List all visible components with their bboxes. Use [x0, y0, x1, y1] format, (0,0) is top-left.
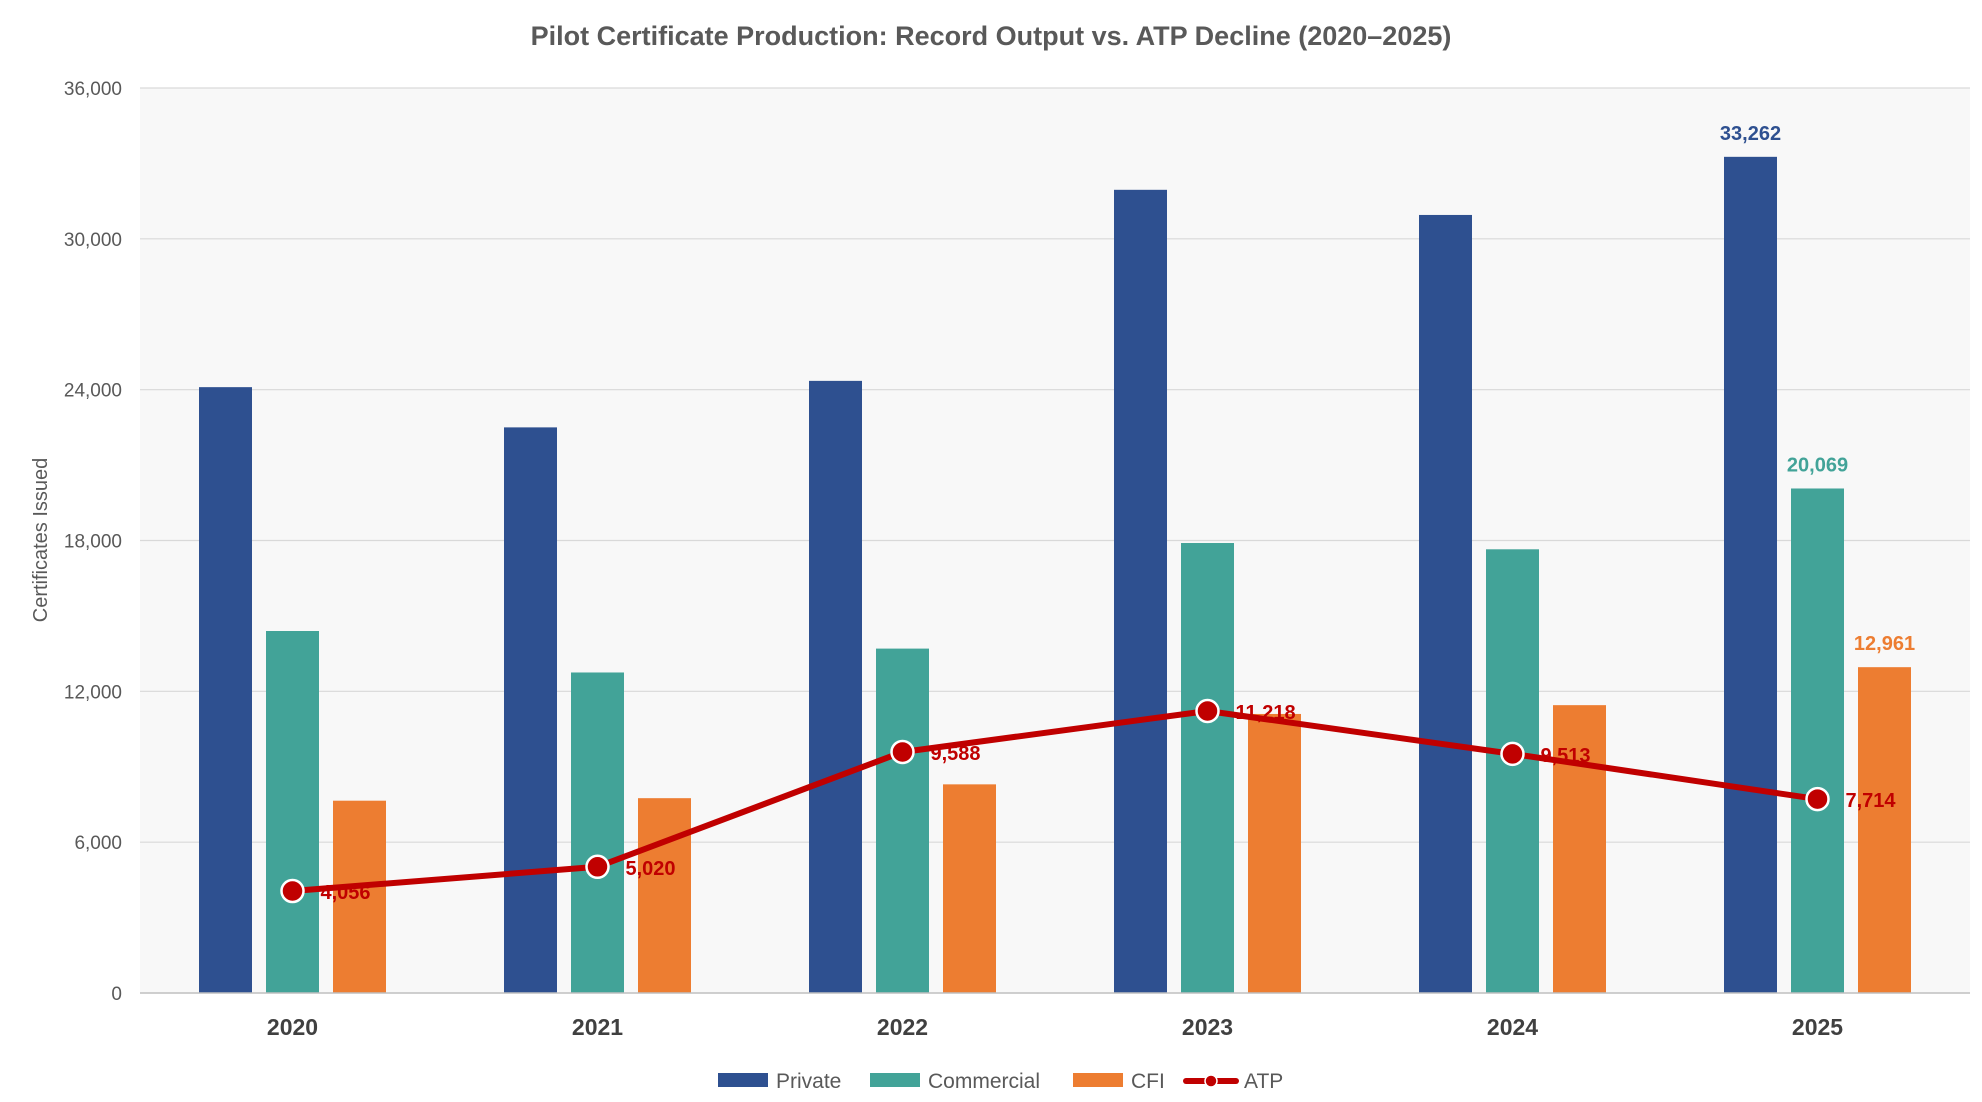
- legend-swatch-private: [718, 1073, 768, 1087]
- bar-cfi-2024: [1553, 705, 1606, 993]
- bar-private-2024: [1419, 214, 1472, 993]
- bar-commercial-2020: [266, 631, 319, 993]
- atp-data-label: 7,714: [1846, 790, 1897, 812]
- chart-title: Pilot Certificate Production: Record Out…: [531, 21, 1452, 51]
- y-tick-label: 24,000: [64, 381, 122, 402]
- bar-cfi-2023: [1248, 713, 1301, 993]
- legend: Private Commercial CFI ATP: [718, 1070, 1283, 1093]
- y-tick-label: 0: [111, 984, 122, 1005]
- legend-label: CFI: [1131, 1070, 1165, 1093]
- x-tick-label: 2025: [1792, 1014, 1843, 1040]
- atp-line-layer: [280, 698, 1830, 904]
- atp-point-2025: [1805, 786, 1830, 812]
- x-tick-label: 2020: [267, 1014, 318, 1040]
- legend-label: Private: [776, 1070, 841, 1093]
- bar-commercial-2024: [1486, 549, 1539, 993]
- bar-private-2022: [809, 380, 862, 993]
- bar-data-label: 33,262: [1720, 123, 1781, 145]
- legend-swatch-commercial: [870, 1073, 920, 1087]
- y-tick-label: 36,000: [64, 79, 122, 100]
- bar-commercial-2022: [876, 648, 929, 993]
- x-tick-label: 2021: [572, 1014, 623, 1040]
- y-axis-label: Certificates Issued: [30, 458, 52, 623]
- data-labels: 33,262 20,069 12,961 4,056 5,020 9,588 11,218 9…: [321, 123, 1916, 904]
- atp-data-label: 9,588: [931, 743, 981, 765]
- x-tick-label: 2024: [1487, 1014, 1538, 1040]
- atp-point-2022: [890, 739, 915, 765]
- atp-point-2023: [1195, 698, 1220, 724]
- atp-data-label: 9,513: [1541, 745, 1591, 767]
- y-tick-label: 30,000: [64, 230, 122, 251]
- bar-private-2023: [1114, 189, 1167, 993]
- legend-label: ATP: [1244, 1070, 1283, 1093]
- bar-commercial-2021: [571, 672, 624, 993]
- bar-cfi-2021: [638, 798, 691, 993]
- y-tick-label: 12,000: [64, 682, 122, 703]
- bar-cfi-2020: [333, 800, 386, 993]
- gridlines: [140, 87, 1970, 843]
- bar-cfi-2025: [1858, 667, 1911, 993]
- bar-commercial-2025: [1791, 488, 1844, 993]
- y-tick-label: 18,000: [64, 532, 122, 553]
- x-tick-label: 2022: [877, 1014, 928, 1040]
- atp-data-label: 11,218: [1236, 702, 1296, 724]
- bar-cfi-2022: [943, 784, 996, 993]
- y-axis-ticks: 0 6,000 12,000 18,000 24,000 30,000 36,000: [64, 79, 122, 1005]
- atp-data-label: 5,020: [626, 858, 676, 880]
- legend-swatch-cfi: [1073, 1073, 1123, 1087]
- atp-data-label: 4,056: [321, 882, 371, 904]
- atp-line: [289, 707, 1821, 895]
- bar-data-label: 20,069: [1787, 454, 1848, 476]
- x-tick-label: 2023: [1182, 1014, 1233, 1040]
- bar-private-2020: [199, 387, 252, 993]
- legend-label: Commercial: [928, 1070, 1040, 1093]
- bar-commercial-2023: [1181, 543, 1234, 993]
- y-tick-label: 6,000: [74, 833, 122, 854]
- atp-point-2020: [280, 878, 305, 904]
- x-axis-ticks: 2020 2021 2022 2023 2024 2025: [267, 1014, 1843, 1040]
- bar-private-2025: [1724, 156, 1777, 994]
- bar-data-label: 12,961: [1854, 633, 1915, 655]
- bars: [199, 156, 1911, 994]
- atp-point-2021: [585, 854, 610, 880]
- legend-swatch-atp-marker: [1204, 1074, 1218, 1088]
- atp-point-2024: [1500, 741, 1525, 767]
- bar-private-2021: [504, 427, 557, 993]
